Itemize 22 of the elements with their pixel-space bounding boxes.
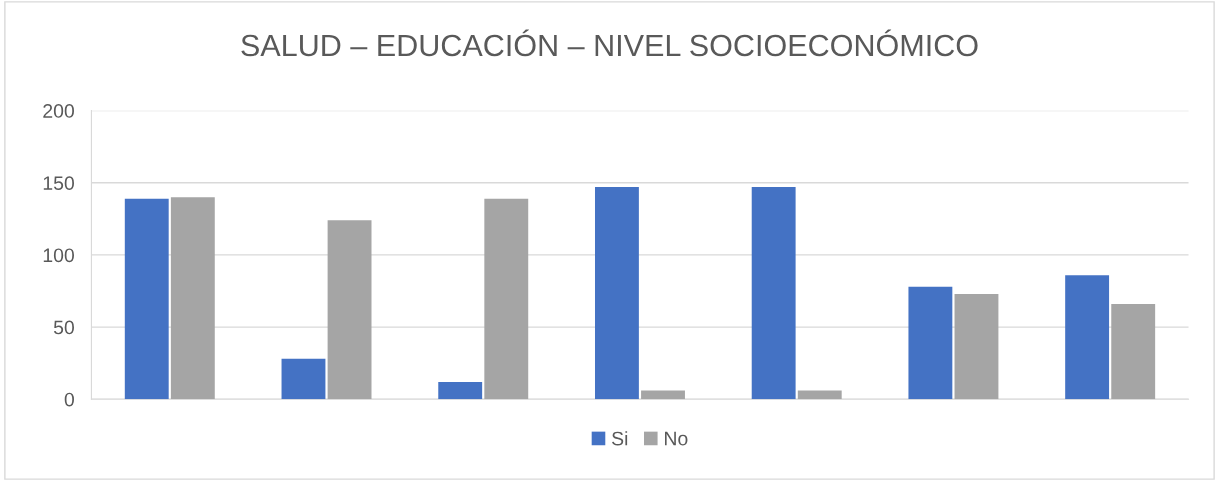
bar: [797, 390, 842, 400]
bar: [327, 220, 372, 400]
bar: [954, 293, 999, 400]
bar: [751, 187, 796, 400]
bar: [281, 358, 326, 400]
chart-title: SALUD – EDUCACIÓN – NIVEL SOCIOECONÓMICO: [241, 29, 978, 57]
bar: [484, 198, 529, 400]
bar: [438, 381, 483, 400]
y-tick-label: 150: [43, 176, 74, 191]
y-tick-label: 100: [43, 248, 74, 263]
bar: [170, 197, 215, 400]
y-tick-label: 50: [53, 320, 74, 335]
bar: [1111, 303, 1156, 400]
bar: [594, 187, 639, 400]
bar: [641, 390, 685, 400]
y-tick-label: 0: [64, 392, 74, 407]
bar: [1065, 275, 1110, 400]
bar: [124, 198, 169, 400]
y-tick-label: 200: [43, 104, 74, 118]
bar: [908, 286, 953, 400]
legend-label: No: [665, 431, 688, 446]
legend-label: Si: [612, 431, 628, 446]
